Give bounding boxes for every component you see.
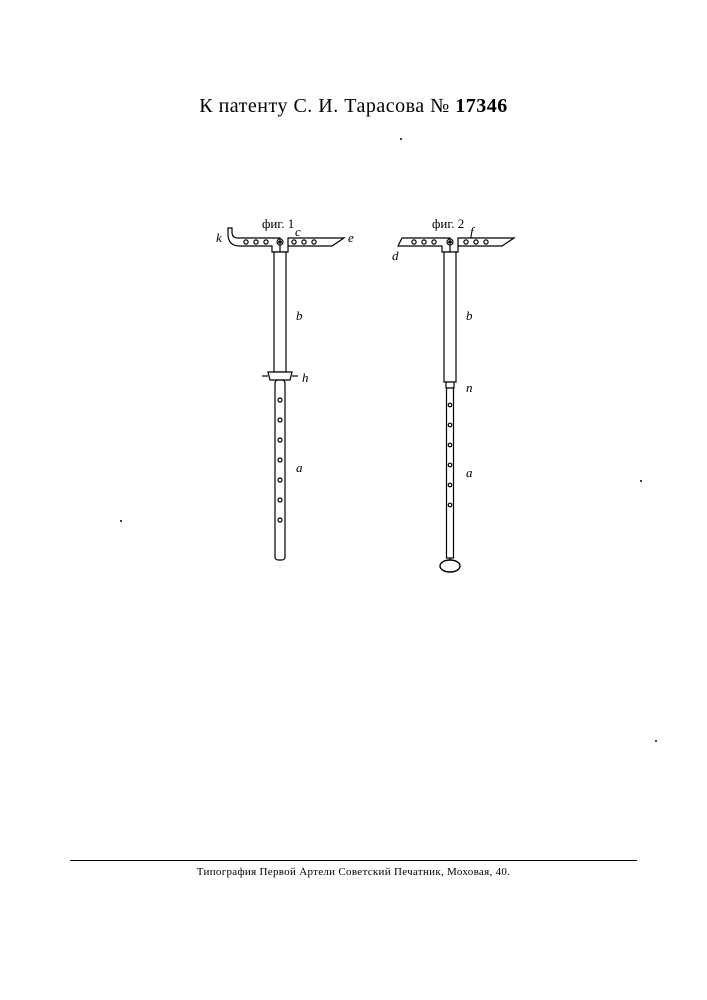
fig2-part-a: a (466, 465, 473, 481)
footer-rule (70, 860, 637, 861)
fig2-part-d: d (392, 248, 399, 264)
fig1-part-c: c (295, 224, 301, 240)
fig1-part-b: b (296, 308, 303, 324)
title-num-symbol: № (430, 95, 450, 117)
paper-speck (655, 740, 657, 742)
fig2-part-f: f (470, 224, 474, 240)
title-author: С. И. Тарасова (293, 95, 424, 117)
footer-text: Типография Первой Артели Советский Печат… (0, 866, 707, 878)
page-root: К патенту С. И. Тарасова № 17346 (0, 0, 707, 1000)
page-title: К патенту С. И. Тарасова № 17346 (0, 95, 707, 118)
figure-area: фиг. 1 k c e b h a (0, 200, 707, 640)
fig1-label: фиг. 1 (262, 216, 294, 232)
paper-speck (400, 138, 402, 140)
fig1-part-h: h (302, 370, 309, 386)
paper-speck (640, 480, 642, 482)
paper-speck (120, 520, 122, 522)
fig2-part-b: b (466, 308, 473, 324)
fig1-part-e: e (348, 230, 354, 246)
fig1-part-a: a (296, 460, 303, 476)
fig2-label: фиг. 2 (432, 216, 464, 232)
title-number: 17346 (455, 95, 508, 117)
fig1-part-k: k (216, 230, 222, 246)
figure-2-svg (380, 220, 530, 620)
figure-1-svg (210, 220, 360, 600)
title-prefix: К патенту (199, 95, 288, 117)
fig2-part-n: n (466, 380, 473, 396)
